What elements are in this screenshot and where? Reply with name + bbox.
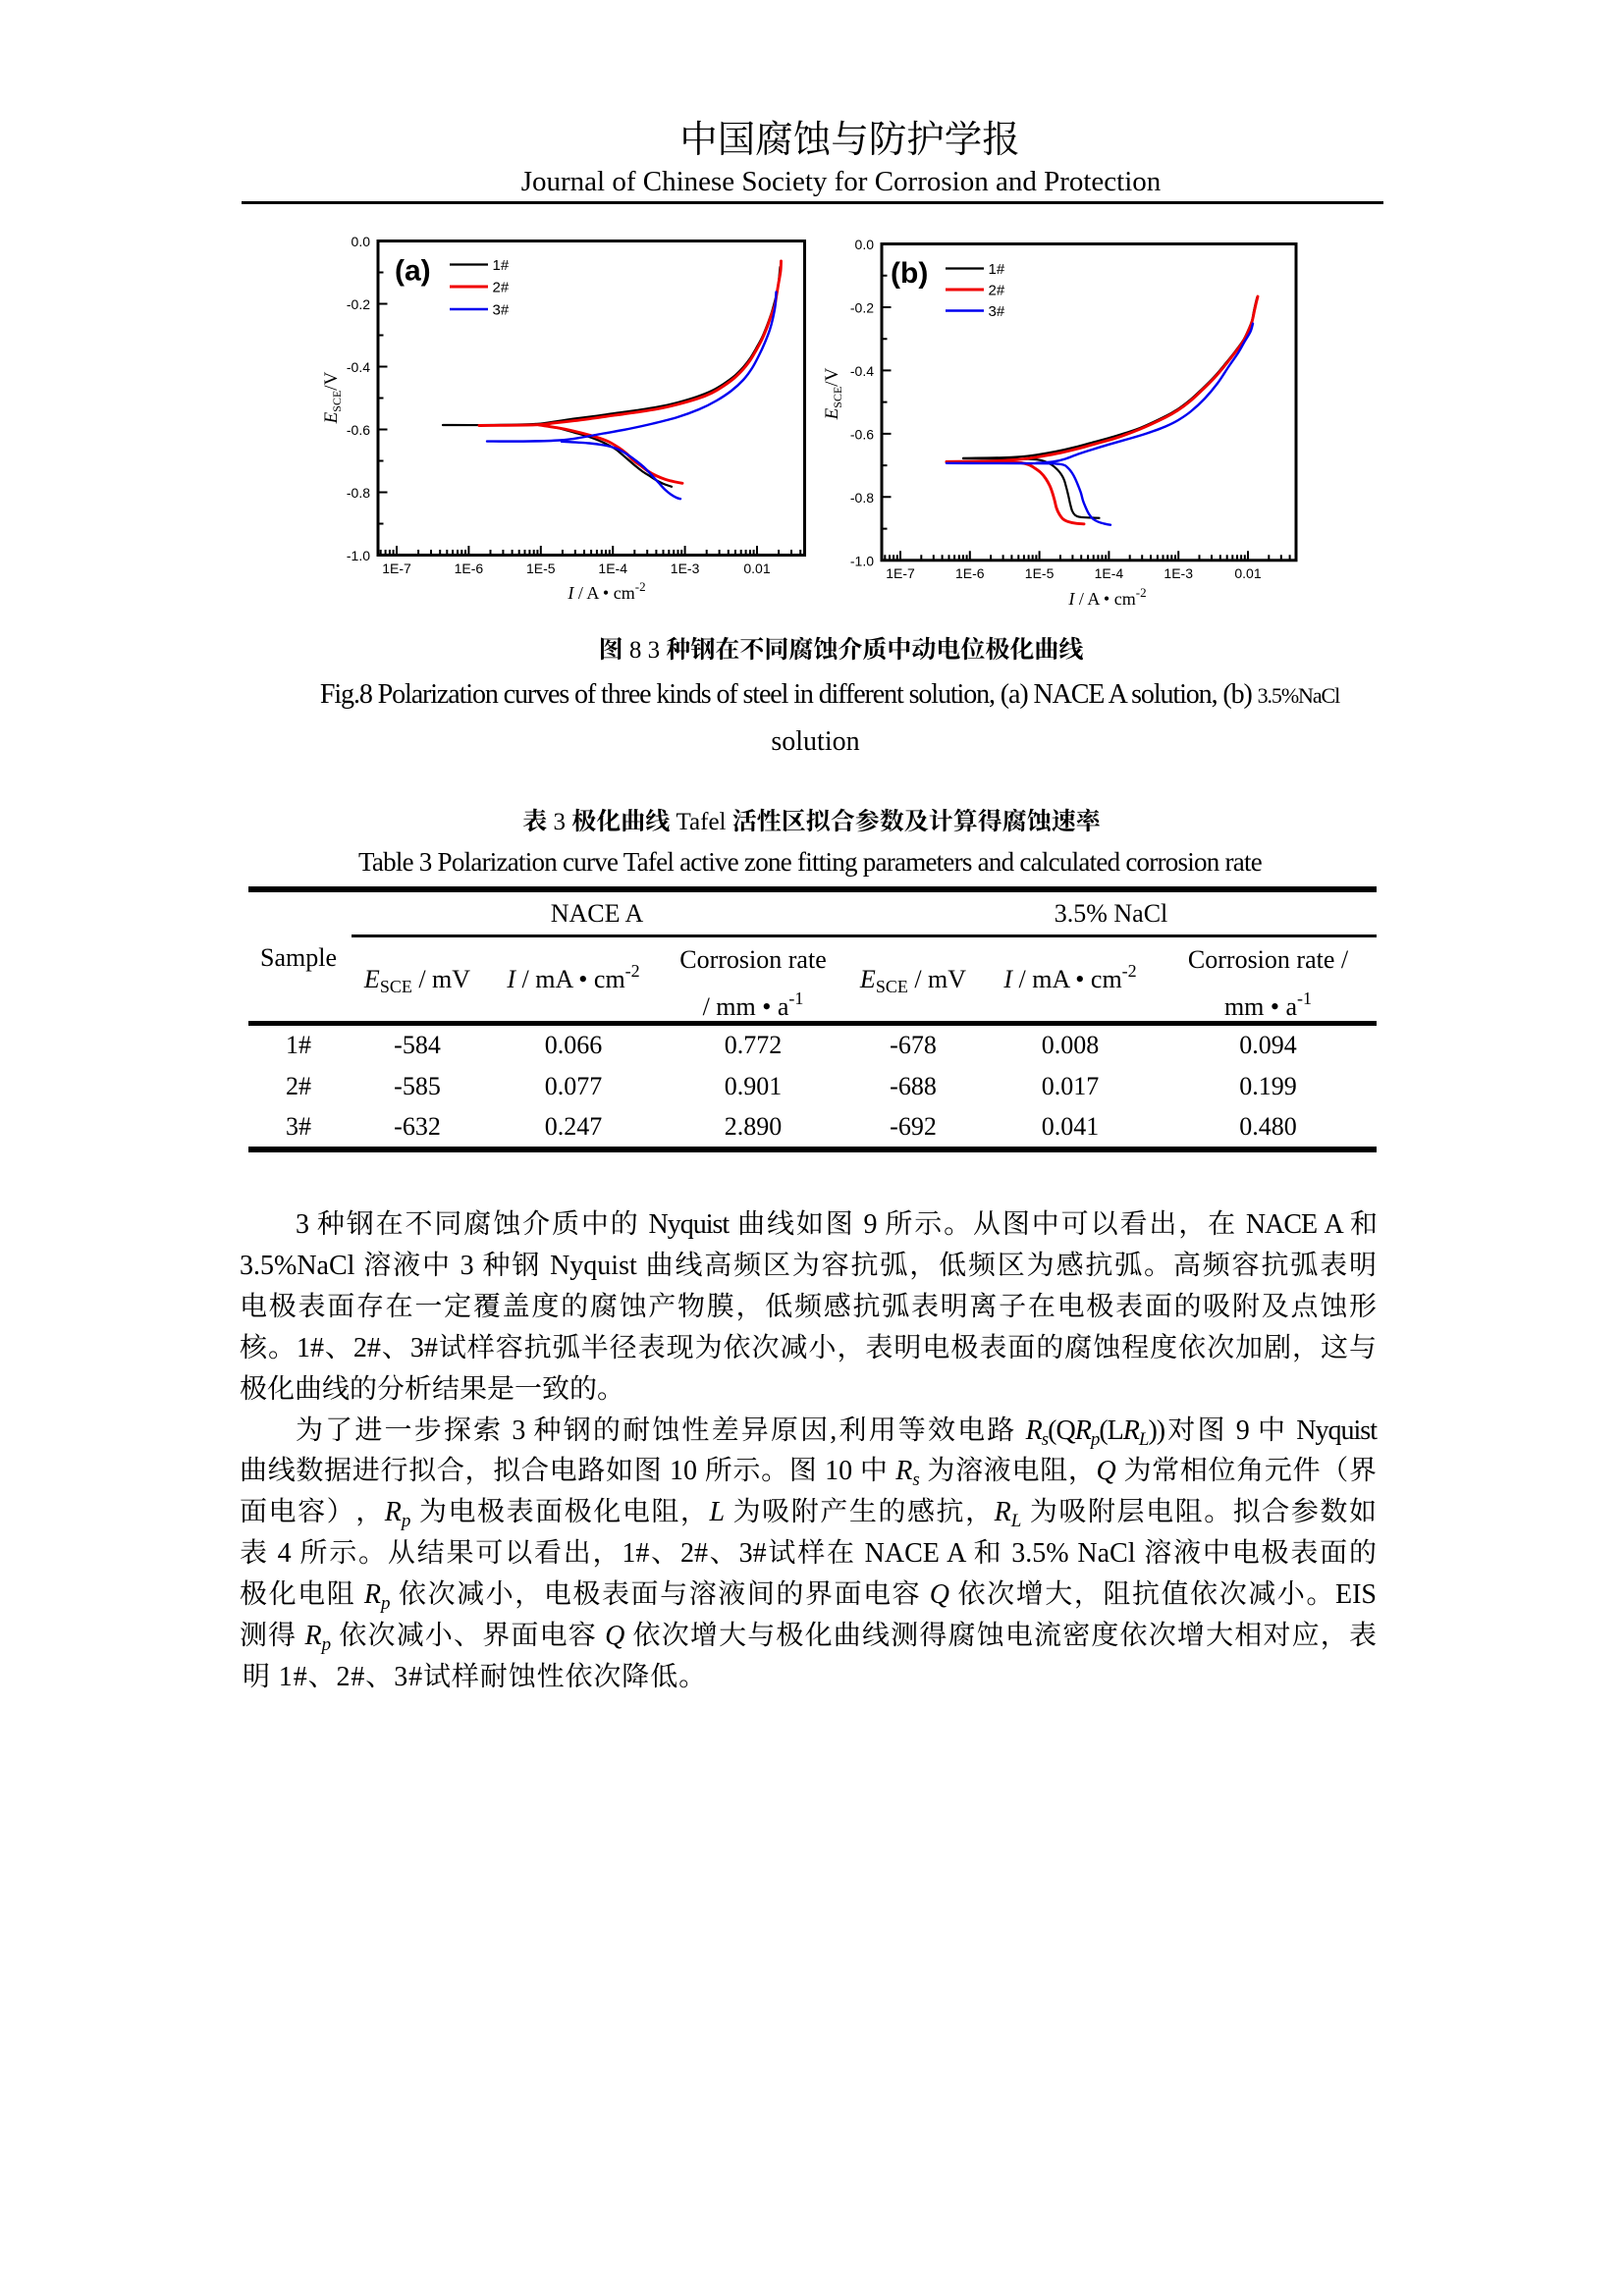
svg-text:0.0: 0.0 [352, 234, 371, 249]
svg-text:-0.6: -0.6 [347, 422, 370, 438]
svg-text:-0.2: -0.2 [347, 296, 370, 312]
svg-text:1E-6: 1E-6 [455, 561, 484, 576]
svg-text:0.01: 0.01 [743, 561, 770, 576]
svg-text:2#: 2# [989, 283, 1005, 299]
svg-text:1E-4: 1E-4 [1095, 565, 1124, 581]
svg-text:-1.0: -1.0 [850, 553, 874, 568]
svg-text:1E-5: 1E-5 [526, 561, 556, 576]
svg-text:-0.4: -0.4 [850, 363, 874, 379]
svg-text:1E-3: 1E-3 [1164, 565, 1193, 581]
svg-text:ESCE/V: ESCE/V [321, 371, 344, 424]
svg-text:1#: 1# [989, 261, 1005, 278]
svg-text:1E-6: 1E-6 [955, 565, 985, 581]
svg-text:3#: 3# [989, 303, 1005, 320]
svg-text:2#: 2# [493, 280, 510, 296]
svg-text:I / A • cm-2: I / A • cm-2 [1067, 585, 1146, 609]
svg-text:1E-3: 1E-3 [671, 561, 700, 576]
svg-text:ESCE/V: ESCE/V [822, 367, 844, 420]
svg-text:1E-7: 1E-7 [886, 565, 915, 581]
svg-text:0.0: 0.0 [855, 237, 875, 252]
svg-text:I / A • cm-2: I / A • cm-2 [567, 579, 645, 603]
svg-text:-1.0: -1.0 [347, 548, 370, 563]
svg-text:1E-4: 1E-4 [598, 561, 627, 576]
svg-text:-0.4: -0.4 [347, 359, 370, 375]
svg-text:-0.8: -0.8 [850, 490, 874, 506]
svg-text:1E-5: 1E-5 [1025, 565, 1055, 581]
svg-text:(b): (b) [891, 257, 928, 290]
svg-text:1#: 1# [493, 257, 510, 274]
svg-text:-0.2: -0.2 [850, 300, 874, 316]
svg-text:-0.6: -0.6 [850, 426, 874, 442]
svg-text:3#: 3# [493, 302, 510, 319]
svg-text:1E-7: 1E-7 [382, 561, 411, 576]
svg-text:0.01: 0.01 [1234, 565, 1261, 581]
svg-text:(a): (a) [395, 255, 431, 288]
svg-text:-0.8: -0.8 [347, 485, 370, 501]
